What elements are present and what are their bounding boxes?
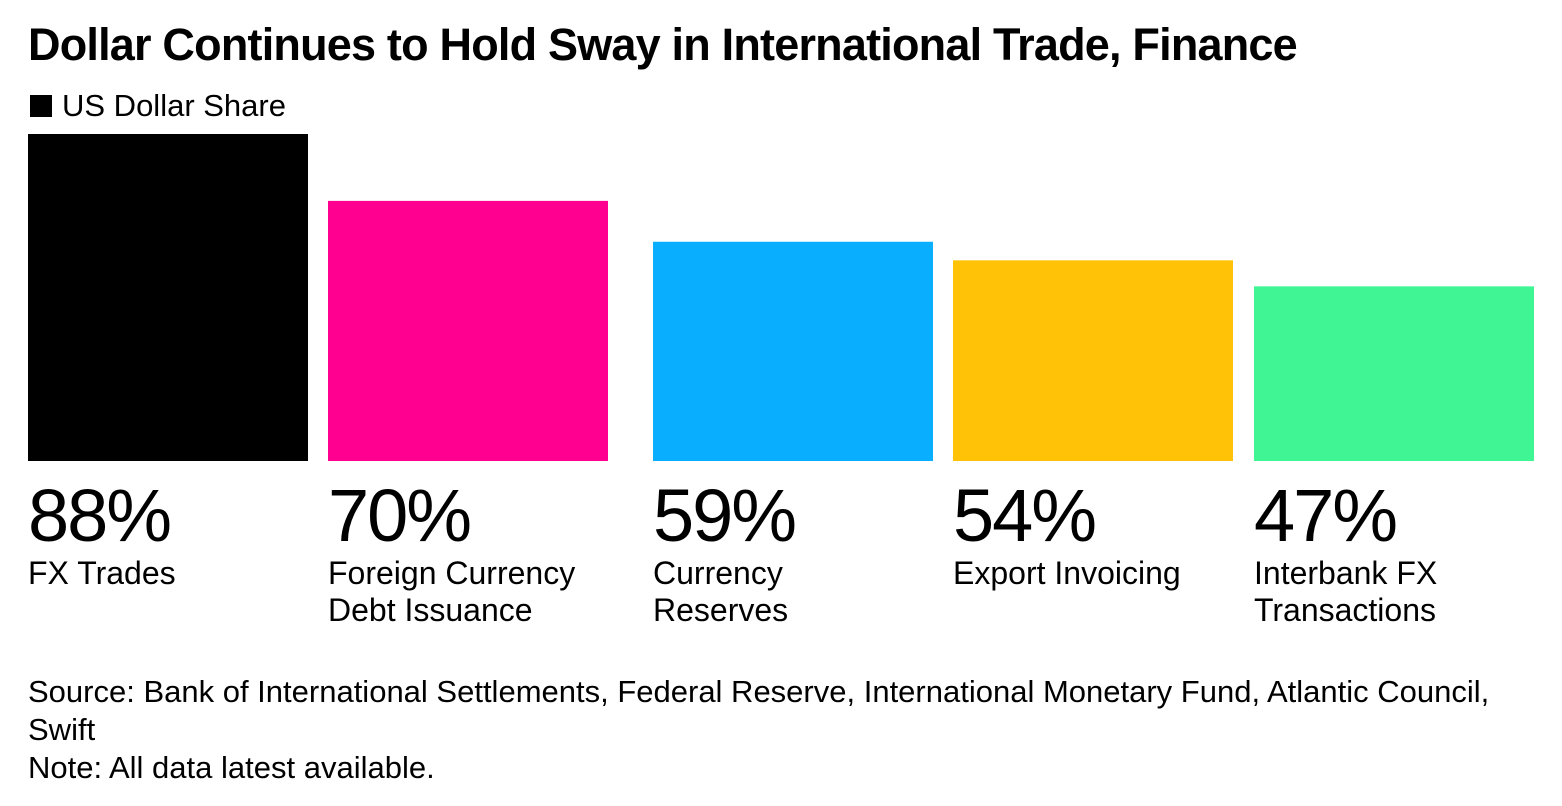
bar-value-label: 47% [1254, 474, 1396, 557]
category-label: Currency [653, 555, 783, 591]
chart-title: Dollar Continues to Hold Sway in Interna… [28, 19, 1298, 70]
category-label: Reserves [653, 592, 788, 628]
bar-value-label: 54% [953, 474, 1095, 557]
category-label: FX Trades [28, 555, 176, 591]
category-label: Debt Issuance [328, 592, 533, 628]
legend-label: US Dollar Share [62, 88, 286, 123]
bar-2 [328, 200, 608, 462]
source-note: Source: Bank of International Settlement… [28, 674, 1490, 747]
bar-4 [953, 260, 1233, 461]
bar-value-label: 59% [653, 474, 795, 557]
bar-5 [1254, 286, 1534, 461]
bar-1 [28, 134, 308, 461]
data-note: Note: All data latest available. [28, 750, 435, 785]
legend-swatch [30, 95, 52, 117]
category-label: Export Invoicing [953, 555, 1181, 591]
legend: US Dollar Share [30, 86, 286, 126]
bar-value-label: 88% [28, 474, 170, 557]
category-label: Transactions [1254, 592, 1436, 628]
category-label: Foreign Currency [328, 555, 575, 591]
bar-value-label: 70% [328, 474, 470, 557]
chart-footer: Source: Bank of International Settlement… [28, 673, 1538, 787]
category-label: Interbank FX [1254, 555, 1437, 591]
bar-3 [653, 241, 933, 461]
